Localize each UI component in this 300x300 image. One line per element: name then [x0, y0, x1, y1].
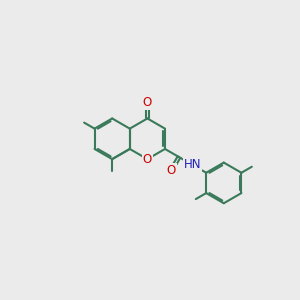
Text: HN: HN: [184, 158, 201, 171]
Text: O: O: [167, 164, 176, 176]
Text: O: O: [143, 153, 152, 166]
Text: O: O: [143, 96, 152, 109]
